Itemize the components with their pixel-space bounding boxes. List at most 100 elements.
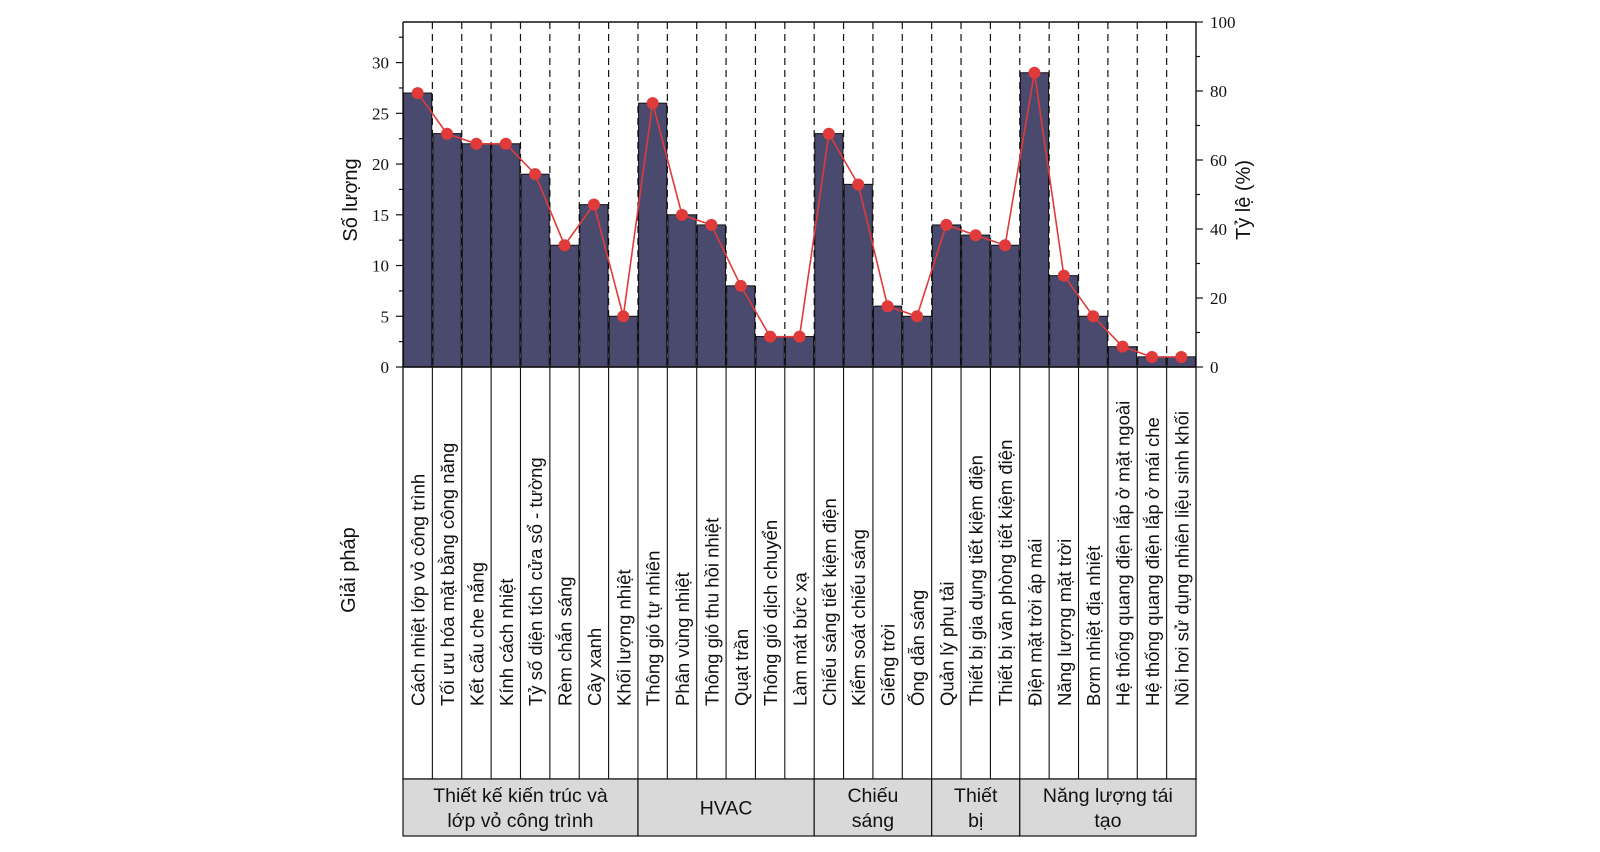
percentage-point [411,87,424,100]
group-cell [813,778,933,837]
percentage-point [587,198,600,211]
bar [667,214,697,368]
bar [814,133,844,368]
group-label: sáng [852,810,894,832]
percentage-point [734,279,747,292]
category-label: Bơm nhiệt địa nhiệt [1083,546,1104,706]
category-label: Kiểm soát chiếu sáng [848,529,869,706]
percentage-point [1028,66,1041,79]
percentage-point [646,97,659,110]
bar [579,204,609,368]
bar [520,173,550,368]
axes: 0 5 10 15 20 25 30 0 20 40 60 80 100 [372,13,1236,377]
y2-tick-label: 80 [1210,82,1227,101]
bar [931,224,961,368]
bar [403,92,433,368]
y2-tick-label: 60 [1210,151,1227,170]
percentage-point [910,310,923,323]
percentage-point [822,127,835,140]
percentage-point [676,208,689,221]
group-label: tạo [1094,810,1121,832]
group-label: Thiết [954,785,998,807]
percentage-point [852,178,865,191]
group-cell [1019,778,1197,837]
bar [961,234,991,368]
bar [608,315,638,368]
group-label: HVAC [700,798,753,820]
y2-axis-title: Tỷ lệ (%) [1233,160,1255,240]
y2-tick-label: 0 [1210,358,1219,377]
category-label: Quản lý phụ tải [936,582,957,706]
group-label: Chiếu [847,785,898,807]
group-label: bị [968,810,983,832]
category-label: Ống dẫn sáng [907,590,928,706]
percentage-point [705,218,718,231]
percentage-point [969,229,982,242]
y2-tick-label: 20 [1210,289,1227,308]
category-label: Tỷ số diện tích cửa sổ - tường [525,457,546,706]
category-label: Khối lượng nhiệt [613,569,634,706]
percentage-point [1175,350,1188,363]
category-label: Rèm chắn sáng [555,576,576,706]
bar [873,305,903,368]
y-tick-label: 15 [372,206,389,225]
category-label-table: Cách nhiệt lớp vỏ công trình Tối ưu hóa m… [402,366,1197,780]
bar [1019,72,1050,368]
y-tick-label: 10 [372,257,389,276]
bar [1078,315,1108,368]
category-group-table: Thiết kế kiến trúc và lớp vỏ công trình HV… [402,778,1197,837]
category-label: Làm mát bức xạ [790,572,811,706]
group-label: Năng lượng tái [1043,785,1173,807]
category-label: Giếng trời [878,624,899,706]
category-label: Nồi hơi sử dụng nhiên liệu sinh khối [1171,411,1192,706]
group-cell [931,778,1021,837]
plot-area [403,22,1196,368]
y2-tick-label: 40 [1210,220,1227,239]
percentage-point [1057,269,1070,282]
category-label: Tối ưu hóa mặt bằng công năng [437,443,458,706]
category-label: Chiếu sáng tiết kiệm điện [819,498,840,706]
bar [726,285,756,368]
bar [843,183,873,368]
category-label: Hệ thống quang điện lắp ở mái che [1142,417,1163,706]
bar [990,244,1020,368]
percentage-point [499,137,512,150]
percentage-point [940,218,953,231]
category-label: Thông gió dịch chuyển [760,520,781,706]
category-label: Cách nhiệt lớp vỏ công trình [408,474,429,706]
bar [432,133,462,368]
percentage-point [1087,310,1100,323]
category-label: Kết cấu che nắng [466,562,487,706]
y-tick-label: 0 [381,358,390,377]
y-tick-label: 20 [372,155,389,174]
bar [491,143,521,368]
category-label: Thiết bị văn phòng tiết kiệm điện [995,440,1016,706]
percentage-point [1145,350,1158,363]
x-axis-title: Giải pháp [338,527,360,613]
category-label: Năng lượng mặt trời [1054,539,1075,706]
percentage-point [441,127,454,140]
percentage-point [999,239,1012,252]
category-label: Cây xanh [584,628,605,706]
y-tick-label: 30 [372,54,389,73]
group-label: lớp vỏ công trình [447,810,593,832]
percentage-point [793,330,806,343]
bar [696,224,726,368]
category-label: Thông gió tự nhiên [643,551,664,706]
y2-tick-label: 100 [1210,13,1236,32]
percentage-point [617,310,630,323]
y-tick-label: 25 [372,104,389,123]
percentage-point [529,168,542,181]
percentage-point [881,300,894,313]
category-label: Phân vùng nhiệt [672,572,693,706]
percentage-point [1116,340,1129,353]
bar [902,315,932,368]
percentage-point [470,137,483,150]
category-label: Kính cách nhiệt [496,578,517,706]
category-label: Quạt trần [731,629,752,706]
percentage-point [558,239,571,252]
category-label: Điện mặt trời áp mái [1024,539,1045,706]
group-cell [637,778,815,837]
y-tick-label: 5 [381,307,390,326]
